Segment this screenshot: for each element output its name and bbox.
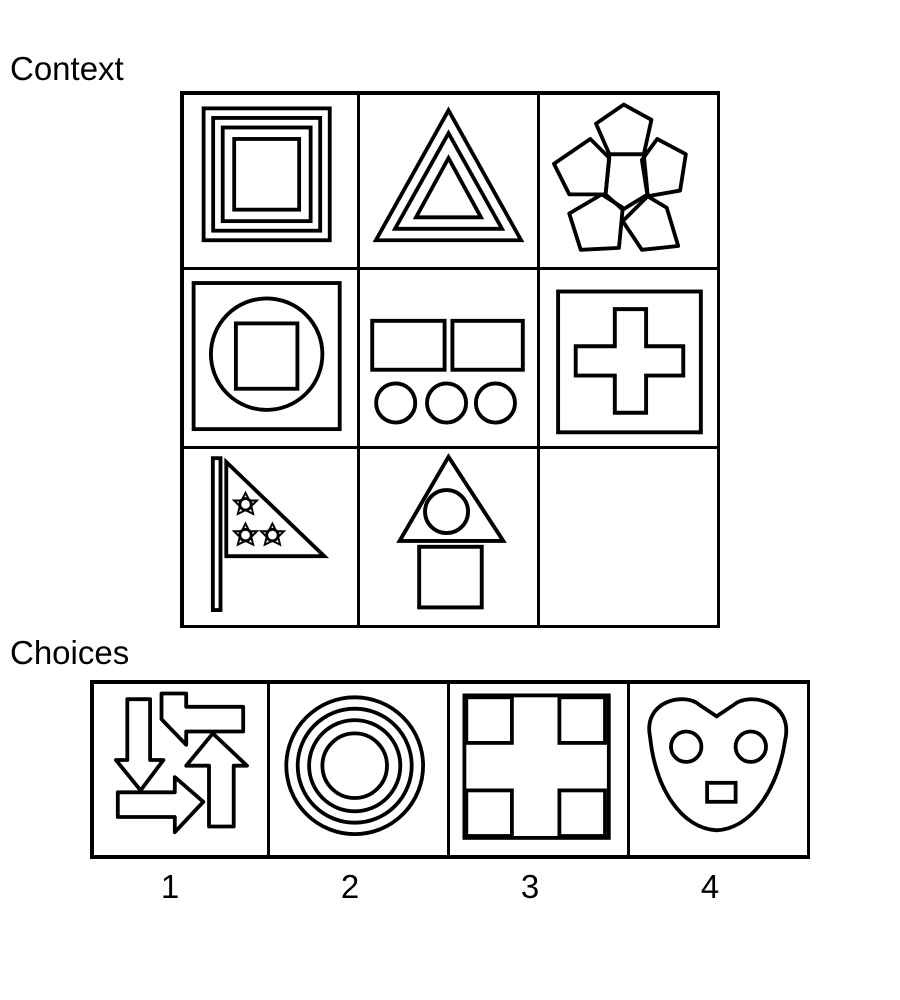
context-cell-3 [540,91,720,270]
context-cell-4 [180,270,360,449]
concentric-squares-icon [201,106,332,243]
context-cell-5 [360,270,540,449]
choice-2[interactable] [270,680,450,859]
context-cell-8 [360,449,540,628]
context-grid [180,91,720,629]
choice-4[interactable] [630,680,810,859]
rectangles-and-circles-icon [370,318,525,425]
choice-3[interactable] [450,680,630,859]
flag-with-stars-icon [210,456,330,612]
heart-face-icon [647,697,789,833]
triangle-circle-square-icon [396,453,507,610]
context-cell-7 [180,449,360,628]
choice-number-4: 4 [700,868,720,905]
context-cell-9-empty [540,449,720,628]
pentagon-flower-icon [552,102,688,252]
cross-in-square-icon [556,289,703,435]
context-label: Context [10,50,124,87]
cross-with-four-squares-icon [462,693,611,840]
context-cell-1 [180,91,360,270]
choice-number-2: 2 [340,868,360,905]
context-cell-2 [360,91,540,270]
concentric-circles-icon [284,695,425,836]
choices-label: Choices [10,634,130,671]
choice-number-3: 3 [520,868,540,905]
choice-number-1: 1 [160,868,180,905]
four-arrows-icon [114,691,249,835]
context-cell-6 [540,270,720,449]
square-in-circle-in-square-icon [191,281,342,432]
concentric-triangles-icon [372,106,525,243]
choice-1[interactable] [90,680,270,859]
choices-row [90,680,810,859]
